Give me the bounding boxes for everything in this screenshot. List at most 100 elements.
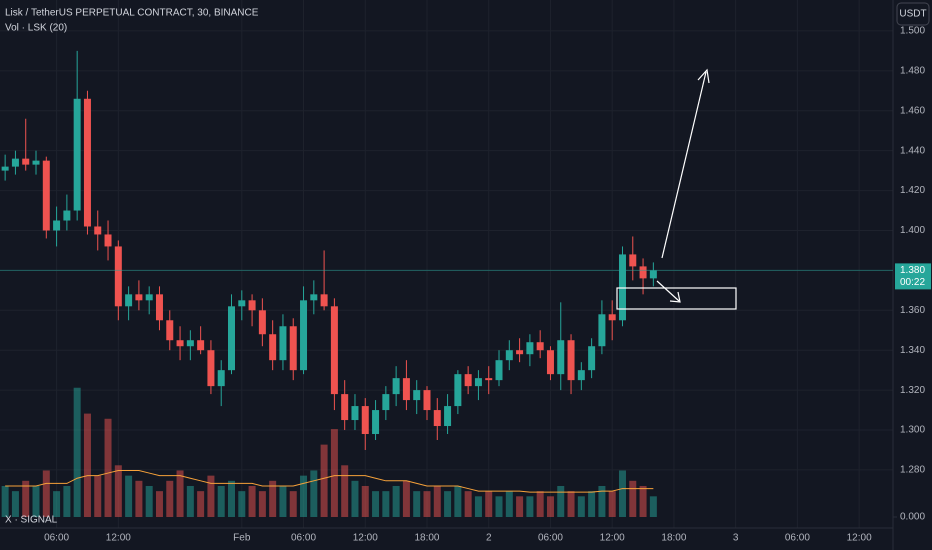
candle-body	[228, 306, 236, 371]
volume-bar	[320, 444, 328, 517]
candle-body	[145, 294, 153, 301]
volume-bar	[279, 485, 287, 517]
candle-body	[217, 370, 225, 387]
volume-bar	[135, 480, 143, 517]
candle-body	[413, 390, 421, 401]
y-tick-label: 1.300	[900, 425, 925, 436]
candle-body	[382, 394, 390, 411]
candle-body	[176, 340, 184, 347]
volume-bar	[629, 480, 637, 517]
candle-body	[330, 306, 338, 395]
volume-bar	[73, 387, 81, 517]
volume-bar	[598, 485, 606, 517]
volume-bar	[526, 496, 534, 517]
candle-body	[104, 234, 112, 247]
candle-body	[392, 378, 400, 395]
volume-bar	[423, 491, 431, 517]
currency-button[interactable]	[896, 2, 930, 26]
volume-bar	[382, 491, 390, 517]
x-tick-label: 06:00	[538, 533, 563, 544]
x-tick-label: 12:00	[847, 533, 872, 544]
candle-body	[279, 326, 287, 361]
last-price-label: 1.380	[900, 265, 925, 276]
volume-bar	[300, 475, 308, 517]
candle-body	[248, 300, 256, 311]
candle-body	[207, 350, 215, 387]
y-tick-label: 1.500	[900, 26, 925, 37]
candle-body	[269, 334, 277, 361]
volume-bar	[444, 491, 452, 517]
volume-bar	[577, 496, 585, 517]
x-tick-label: 06:00	[291, 533, 316, 544]
volume-bar	[207, 475, 215, 517]
drawing-arrow	[656, 280, 680, 302]
volume-bar	[505, 491, 513, 517]
currency-label[interactable]: USDT	[899, 9, 926, 20]
candle-body	[567, 340, 575, 381]
candle-body	[649, 270, 657, 279]
candle-body	[577, 370, 585, 381]
volume-bar	[495, 496, 503, 517]
candle-body	[1, 166, 9, 171]
candle-body	[42, 160, 50, 231]
candles	[1, 50, 657, 450]
candle-body	[135, 294, 143, 301]
candle-body	[22, 158, 30, 165]
volume-bar	[557, 485, 565, 517]
candle-body	[341, 394, 349, 421]
y2-tick-label: 0.000	[900, 512, 925, 523]
volume-bar	[1, 485, 9, 517]
candle-body	[63, 210, 71, 221]
candle-body	[300, 300, 308, 371]
volume-bar	[310, 470, 318, 517]
volume-bar	[11, 491, 19, 517]
volume-bar	[155, 491, 163, 517]
volume-bar	[83, 413, 91, 517]
candle-body	[433, 410, 441, 427]
candle-body	[361, 406, 369, 435]
y-tick-label: 1.340	[900, 345, 925, 356]
volume-bar	[485, 491, 493, 517]
volume-bar	[176, 470, 184, 517]
x-tick-label: 3	[733, 533, 739, 544]
volume-bar	[166, 480, 174, 517]
volume-bar	[186, 485, 194, 517]
volume-bar	[145, 485, 153, 517]
volume-bar	[608, 491, 616, 517]
volume-bar	[618, 470, 626, 517]
volume-bar	[588, 491, 596, 517]
candle-body	[94, 226, 102, 235]
candle-body	[639, 266, 647, 279]
candle-body	[114, 246, 122, 307]
candle-body	[402, 378, 410, 401]
candle-body	[485, 378, 493, 381]
candle-body	[598, 314, 606, 347]
candle-body	[588, 346, 596, 371]
volume-bar	[63, 485, 71, 517]
x-tick-label: 18:00	[414, 533, 439, 544]
volume-ma-line	[5, 469, 654, 493]
volume-bar	[104, 418, 112, 517]
candle-body	[629, 254, 637, 267]
y-tick-label: 1.460	[900, 105, 925, 116]
x-tick-label: 06:00	[44, 533, 69, 544]
y-tick-label: 1.480	[900, 65, 925, 76]
volume-bar	[32, 485, 40, 517]
y-tick-label: 1.400	[900, 225, 925, 236]
candle-body	[516, 350, 524, 355]
volume-bar	[413, 491, 421, 517]
candle-body	[155, 294, 163, 321]
candle-body	[464, 374, 472, 387]
volume-bar	[567, 491, 575, 517]
volume-bar	[238, 491, 246, 517]
volume-bar	[536, 491, 544, 517]
candle-body	[320, 294, 328, 307]
volume-bar	[330, 429, 338, 517]
y-tick-label: 1.280	[900, 465, 925, 476]
candle-body	[258, 310, 266, 335]
volume-bar	[248, 485, 256, 517]
volume-bar	[361, 485, 369, 517]
candle-body	[289, 326, 297, 371]
drawing-arrow-head	[697, 68, 710, 84]
